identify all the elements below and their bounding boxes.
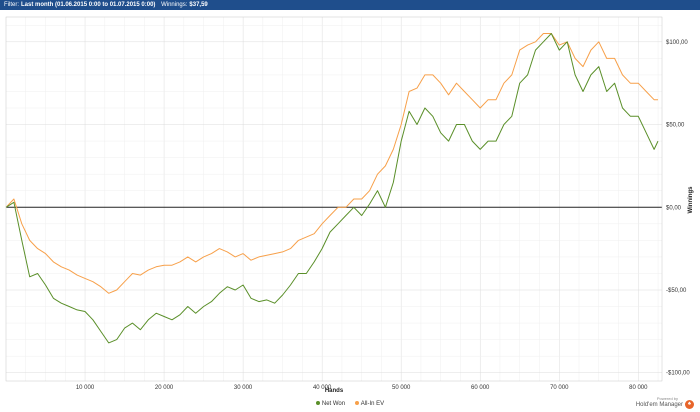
legend-label: Net Won xyxy=(321,401,346,407)
x-tick-label: 80 000 xyxy=(629,385,648,391)
x-tick-label: 60 000 xyxy=(471,385,490,391)
chart-legend: Net Won All-In EV xyxy=(0,401,700,407)
filter-value[interactable]: Last month (01.06.2015 0:00 to 01.07.201… xyxy=(21,2,156,8)
filter-prefix: Filter: xyxy=(4,2,19,8)
series-line-net-won xyxy=(5,33,659,344)
series-line-all-in-ev xyxy=(5,33,658,294)
x-axis-ticks: 10 000 20 000 30 000 40 000 50 000 60 000 70 0… xyxy=(76,385,648,391)
winnings-chart: 10 000 20 000 30 000 40 000 50 000 60 000 70 0… xyxy=(5,16,694,394)
x-tick-label: 20 000 xyxy=(155,385,174,391)
y-tick-label: -$100,00 xyxy=(666,371,690,377)
y-axis-ticks: -$100,00 -$50,00 $0,00 $50,00 $100,00 xyxy=(666,40,690,377)
brand-logo: Hold'em Manager ♠ xyxy=(636,400,694,409)
x-tick-label: 40 000 xyxy=(313,385,332,391)
winnings-value: $37,59 xyxy=(189,2,208,8)
plot-area xyxy=(5,16,663,382)
winnings-label: Winnings: xyxy=(161,2,188,8)
legend-item-net-won[interactable]: Net Won xyxy=(315,401,346,407)
x-tick-label: 70 000 xyxy=(550,385,569,391)
y-tick-label: $0,00 xyxy=(666,205,682,211)
legend-swatch-net-won xyxy=(315,401,320,406)
legend-swatch-all-in-ev xyxy=(354,401,359,406)
brand-powered-by: Powered by xyxy=(656,396,678,401)
hm-logo-icon: ♠ xyxy=(685,400,694,409)
y-tick-label: $50,00 xyxy=(666,123,685,129)
filter-bar: Filter: Last month (01.06.2015 0:00 to 01… xyxy=(0,0,700,10)
x-tick-label: 10 000 xyxy=(76,385,95,391)
chart-gridlines xyxy=(6,17,662,381)
brand-name: Hold'em Manager xyxy=(635,402,683,409)
legend-item-all-in-ev[interactable]: All-In EV xyxy=(354,401,385,407)
y-axis-title: Winnings xyxy=(688,186,694,214)
y-tick-label: -$50,00 xyxy=(666,288,687,294)
y-tick-label: $100,00 xyxy=(666,40,688,46)
chart-series xyxy=(5,33,659,344)
x-axis-title: Hands xyxy=(325,388,344,394)
x-tick-label: 50 000 xyxy=(392,385,411,391)
x-tick-label: 30 000 xyxy=(234,385,253,391)
legend-label: All-In EV xyxy=(360,401,385,407)
